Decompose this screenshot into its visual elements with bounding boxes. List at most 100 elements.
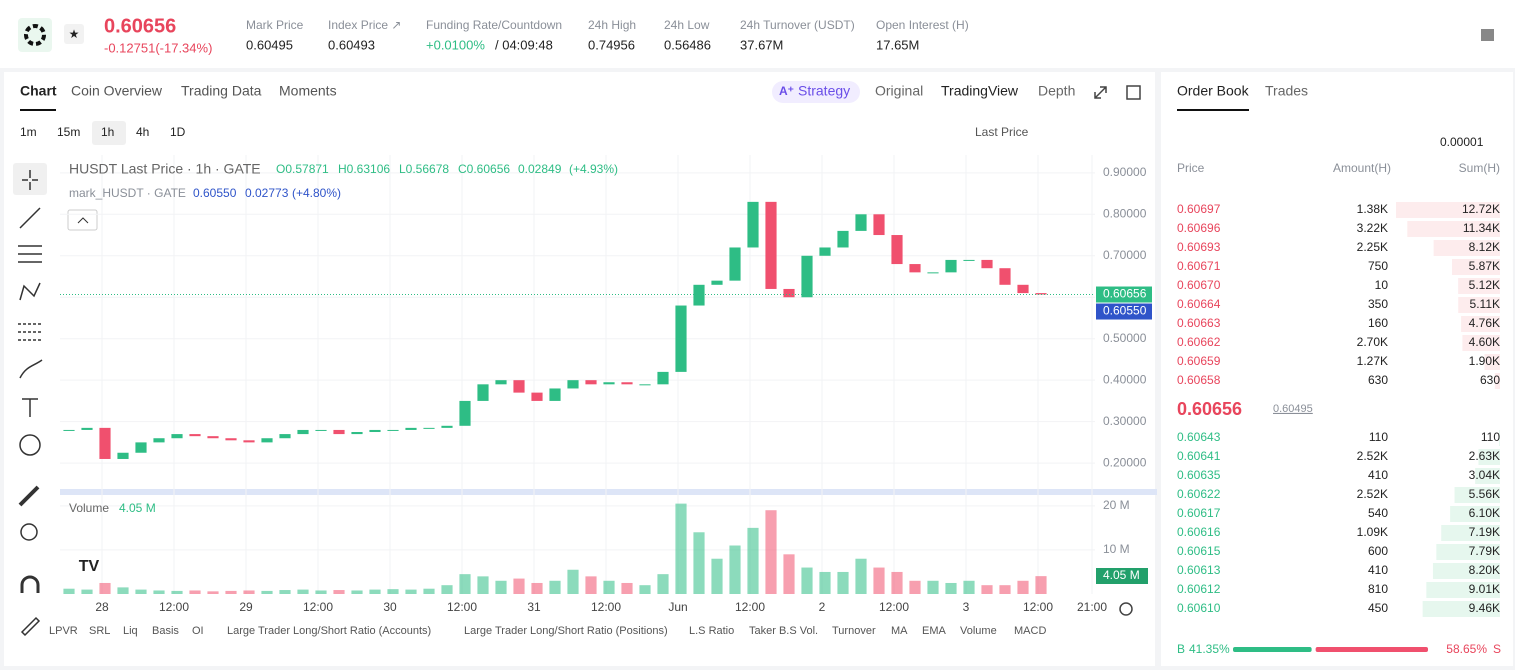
- indicator-tab[interactable]: LPVR: [49, 625, 78, 637]
- indicator-tab[interactable]: Volume: [960, 625, 997, 637]
- line-tool[interactable]: [19, 207, 41, 229]
- x-tick-label: 12:00: [303, 600, 333, 614]
- depth-bar: [1450, 506, 1500, 522]
- candle: [225, 438, 237, 441]
- view-tab[interactable]: Original: [875, 83, 923, 99]
- legend-value: O0.57871: [276, 162, 329, 176]
- depth-bar: [1436, 544, 1500, 560]
- y-tick-label: 0.30000: [1103, 414, 1147, 428]
- stat-value: 17.65M: [876, 37, 919, 52]
- favorite-button[interactable]: [64, 24, 84, 44]
- strategy-tab[interactable]: Strategy: [798, 83, 850, 99]
- ob-sum: 9.46K: [1469, 601, 1500, 615]
- book-icon[interactable]: [1481, 29, 1494, 41]
- volume-bar: [261, 590, 273, 594]
- ob-sum: 11.34K: [1463, 221, 1500, 235]
- indicator-tab[interactable]: Liq: [123, 625, 138, 637]
- y-tick-label: 0.20000: [1103, 455, 1147, 469]
- buy-letter: B: [1177, 642, 1185, 656]
- emoji-tool[interactable]: [19, 434, 41, 456]
- ob-sum: 8.12K: [1469, 240, 1500, 254]
- legend-value: L0.56678: [399, 162, 449, 176]
- indicator-tab[interactable]: Turnover: [832, 625, 876, 637]
- interval[interactable]: 1m: [20, 125, 37, 139]
- ob-amount: 540: [1368, 506, 1388, 520]
- indicator-tab[interactable]: L.S Ratio: [689, 625, 734, 637]
- view-tab[interactable]: Depth: [1038, 83, 1075, 99]
- ruler-tool[interactable]: [18, 485, 40, 507]
- ob-amount: 450: [1368, 601, 1388, 615]
- tv-logo-text: TV: [79, 558, 100, 575]
- cursor-tool[interactable]: [13, 163, 47, 195]
- price-source[interactable]: Last Price: [975, 125, 1029, 139]
- indicator-tab[interactable]: EMA: [922, 625, 947, 637]
- channel-tool[interactable]: [18, 245, 42, 263]
- indicator-tab[interactable]: Taker B.S Vol.: [749, 625, 818, 637]
- ob-price: 0.60693: [1177, 240, 1221, 254]
- y-tick-label: 0.90000: [1103, 165, 1147, 179]
- x-tick-label: 30: [383, 600, 397, 614]
- stat-label: Mark Price: [246, 18, 304, 32]
- indicator-tab[interactable]: Basis: [152, 625, 179, 637]
- depth-bar: [1484, 354, 1500, 370]
- tab[interactable]: Moments: [279, 83, 337, 99]
- legend-title: HUSDT Last Price · 1h · GATE: [69, 161, 261, 177]
- ob-header: Amount(H): [1333, 161, 1391, 175]
- brush-tool[interactable]: [19, 359, 43, 379]
- interval[interactable]: 1D: [170, 125, 186, 139]
- ob-price: 0.60697: [1177, 202, 1221, 216]
- zoom-tool[interactable]: [20, 523, 38, 541]
- precision[interactable]: 0.00001: [1440, 135, 1484, 149]
- volume-bar: [639, 585, 651, 594]
- indicator-tab[interactable]: MA: [891, 625, 908, 637]
- pen-tool[interactable]: [20, 616, 41, 637]
- legend-mark-value: (+4.80%): [292, 186, 341, 200]
- collapse-button[interactable]: [67, 209, 98, 231]
- settings-icon[interactable]: [1119, 602, 1133, 616]
- candle: [945, 259, 957, 273]
- ob-amount: 2.25K: [1357, 240, 1388, 254]
- candle: [693, 284, 705, 306]
- interval[interactable]: 1h: [101, 125, 114, 139]
- tab[interactable]: Trading Data: [181, 83, 262, 99]
- depth-bar: [1478, 449, 1500, 465]
- indicator-tab[interactable]: Large Trader Long/Short Ratio (Positions…: [464, 625, 668, 637]
- stat-value: 37.67M: [740, 37, 783, 52]
- candle: [63, 429, 75, 431]
- ob-sum: 1.90K: [1469, 354, 1500, 368]
- tab[interactable]: Coin Overview: [71, 83, 163, 99]
- active-interval: [92, 121, 126, 145]
- volume-title: Volume: [69, 501, 109, 515]
- ob-price: 0.60658: [1177, 373, 1221, 387]
- pattern-tool[interactable]: [19, 282, 41, 301]
- magnet-tool[interactable]: [20, 575, 40, 593]
- ob-sum: 630: [1480, 373, 1500, 387]
- indicator-tab[interactable]: Large Trader Long/Short Ratio (Accounts): [227, 625, 431, 637]
- indicator-tab[interactable]: MACD: [1014, 625, 1046, 637]
- ob-tab[interactable]: Order Book: [1177, 83, 1250, 99]
- indicator-tab[interactable]: SRL: [89, 625, 110, 637]
- stat-value: 0.60495: [246, 37, 293, 52]
- expand-icon[interactable]: [1094, 86, 1107, 99]
- tab[interactable]: Chart: [20, 83, 57, 99]
- candle: [351, 432, 363, 435]
- volume-bar: [603, 580, 615, 594]
- ob-tab[interactable]: Trades: [1265, 83, 1308, 99]
- layout-icon[interactable]: [1126, 85, 1141, 100]
- ob-price: 0.60664: [1177, 297, 1221, 311]
- x-tick-label: 12:00: [591, 600, 621, 614]
- text-tool[interactable]: [22, 398, 38, 417]
- ob-sum: 7.19K: [1469, 525, 1500, 539]
- interval[interactable]: 15m: [57, 125, 80, 139]
- indicator-tab[interactable]: OI: [192, 625, 204, 637]
- volume-bar: [369, 589, 381, 594]
- view-tab[interactable]: TradingView: [941, 83, 1019, 99]
- candle: [333, 429, 345, 435]
- depth-bar: [1499, 430, 1500, 446]
- pane-divider: [60, 489, 1157, 495]
- strategy-pill[interactable]: [772, 81, 860, 103]
- volume-bar: [513, 578, 525, 594]
- fib-tool[interactable]: [18, 323, 42, 341]
- interval[interactable]: 4h: [136, 125, 149, 139]
- ob-sum: 6.10K: [1469, 506, 1500, 520]
